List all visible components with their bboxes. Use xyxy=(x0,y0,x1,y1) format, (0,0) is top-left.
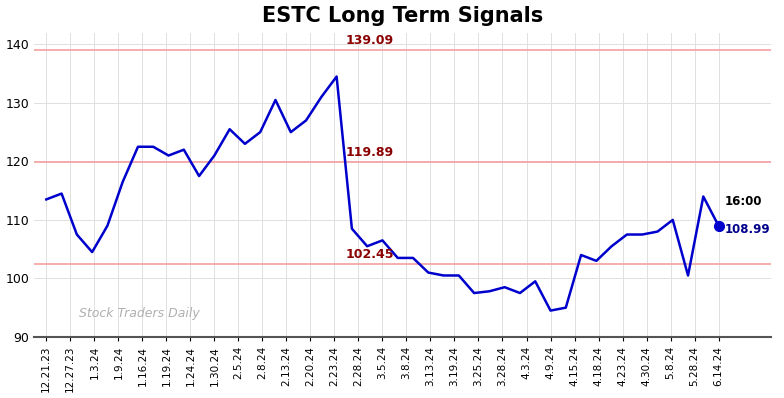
Text: 108.99: 108.99 xyxy=(724,223,770,236)
Title: ESTC Long Term Signals: ESTC Long Term Signals xyxy=(262,6,543,25)
Text: 16:00: 16:00 xyxy=(724,195,762,208)
Text: 119.89: 119.89 xyxy=(346,146,394,159)
Text: 102.45: 102.45 xyxy=(346,248,394,261)
Text: 139.09: 139.09 xyxy=(346,34,394,47)
Text: Stock Traders Daily: Stock Traders Daily xyxy=(78,307,199,320)
